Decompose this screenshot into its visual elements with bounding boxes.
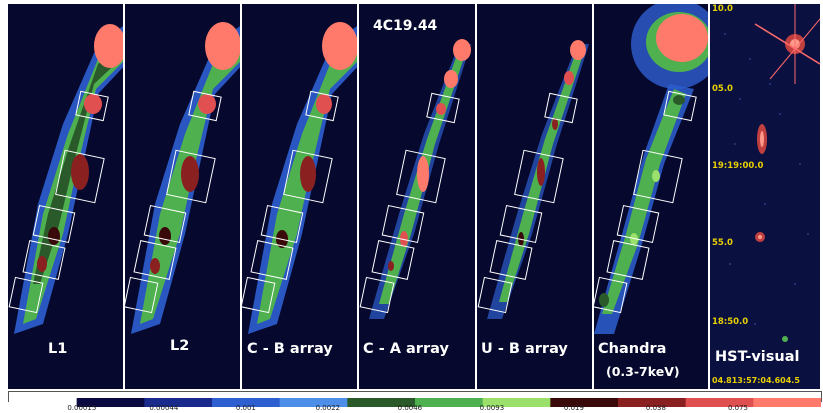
panel-label: L2 [170,338,190,354]
colorbar-segment [482,398,552,407]
jet-image-l2 [125,22,240,334]
jet-image-ca [359,39,471,319]
colorbar-segment [76,398,146,407]
region-boxes [125,90,222,314]
dec-tick: 18:50.0 [712,317,749,327]
colorbar-segment [618,398,688,407]
panel-cb-array: C - B array [242,4,357,389]
source-name: 4C19.44 [373,18,438,34]
jet-emission [248,22,357,334]
panel-label: C - A array [363,341,449,357]
colorbar-segment [279,398,349,407]
region-boxes [8,90,109,314]
jet-emission [369,39,471,319]
panel-ub-array: U - B array [477,4,592,389]
colorbar-tick-label: 0.0022 [315,404,341,412]
colorbar-segment [9,398,79,407]
panel-l1: L1 [8,4,123,389]
panel-label: C - B array [247,341,333,357]
colorbar-segment [550,398,620,407]
ra-ticks: 04.813:57:04.604.5 [712,376,800,385]
colorbar-tick-label: 0.038 [645,404,666,412]
dec-tick: 55.0 [712,238,733,248]
panel-sublabel: (0.3-7keV) [606,364,680,379]
panel-label: HST-visual [715,349,800,365]
region-boxes [594,90,697,314]
colorbar-tick-label: 0.075 [727,404,748,412]
region-boxes [242,90,339,314]
star [782,336,788,342]
colorbar-tick-label: 0.00044 [149,404,179,412]
colorbar-gradient [9,398,823,407]
dec-tick: 05.0 [712,84,733,94]
hst-image [724,4,820,342]
panel-divider [240,4,242,389]
panel-l2: L2 [125,4,240,389]
jet-emission [131,22,240,334]
colorbar-tick-label: 0.0046 [397,404,423,412]
panel-label: L1 [48,341,68,357]
colorbar-segment [685,398,755,407]
colorbar-tick-label: 0.001 [235,404,256,412]
region-boxes [359,92,460,314]
colorbar-tick-label: 0.00015 [67,404,97,412]
region-boxes [477,92,578,314]
panel-label: Chandra [598,341,667,357]
bright-star [754,4,820,84]
colorbar-segment [415,398,485,407]
jet-emission [594,4,708,334]
colorbar-segment [212,398,282,407]
jet-emission [487,40,589,319]
panel-ca-array: 4C19.44 C - A array [359,4,475,389]
panel-divider [123,4,125,389]
jet-image-chandra [594,4,708,334]
galaxy-core [760,131,764,147]
colorbar-segment [753,398,823,407]
dec-tick: 19:19:00.0 [712,161,764,171]
panel-divider [475,4,477,389]
colorbar-segment [347,398,417,407]
star-core [758,235,762,239]
jet-emission [14,24,123,334]
panel-divider [708,4,710,389]
jet-image-l1 [8,24,123,334]
colorbar-segment [144,398,214,407]
colorbar-tick-label: 0.0093 [479,404,505,412]
panel-divider [357,4,359,389]
panel-chandra: Chandra (0.3-7keV) [594,4,708,389]
panel-divider [592,4,594,389]
hst-noise [724,33,809,325]
colorbar [8,391,823,407]
panel-label: U - B array [481,341,568,357]
colorbar-tick-label: 0.019 [563,404,584,412]
jet-image-cb [242,22,357,334]
jet-image-ub [477,40,589,319]
panel-hst: 10.0 05.0 19:19:00.0 55.0 18:50.0 HST-vi… [710,4,820,389]
dec-tick: 10.0 [712,4,733,14]
